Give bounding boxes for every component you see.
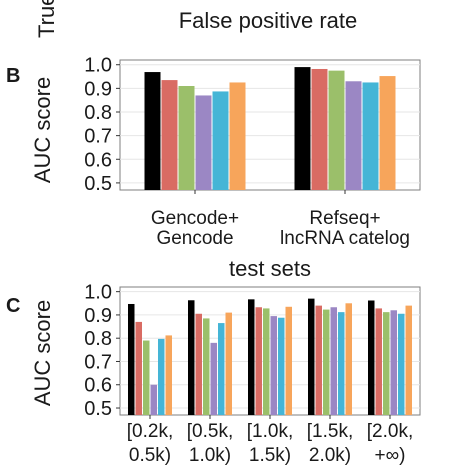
y-tick-label: 0.8: [84, 328, 112, 350]
x-tick-label-line: Gencode+: [151, 208, 239, 229]
bar: [330, 307, 337, 415]
x-tick-label-line: lncRNA catelog: [280, 228, 410, 249]
x-tick-label: [1.0k, 1.5k): [247, 421, 293, 466]
bar: [135, 321, 142, 415]
bar: [203, 318, 210, 415]
bar: [195, 313, 202, 415]
bar: [165, 335, 172, 415]
bar: [368, 300, 375, 415]
y-tick-label: 0.6: [84, 375, 112, 397]
x-tick-label-line: Gencode: [156, 228, 233, 249]
bar: [144, 72, 161, 190]
x-tick-label-line: 2.0k): [309, 445, 351, 466]
x-tick-label-line: [1.0k,: [247, 421, 293, 442]
bar: [405, 305, 412, 415]
bar: [362, 82, 379, 190]
bar: [270, 316, 277, 415]
bar: [308, 298, 315, 415]
bar: [398, 313, 405, 415]
x-tick-label-line: [0.2k,: [127, 421, 173, 442]
x-tick-label: [1.5k, 2.0k): [307, 421, 353, 466]
bar: [345, 303, 352, 415]
bar: [158, 338, 165, 415]
bar: [178, 86, 195, 190]
panel-c-plot-area: [119, 286, 421, 416]
bar: [338, 312, 345, 415]
bar: [311, 68, 328, 190]
y-tick-label: 0.5: [84, 398, 112, 420]
x-tick-label-line: [2.0k,: [367, 421, 413, 442]
bar: [390, 310, 397, 415]
bar: [218, 323, 225, 415]
panel-c-x-ticks: [0.2k, 0.5k) [0.5k, 1.0k) [1.0k, 1.5k) [1.5k, 2…: [127, 415, 413, 466]
x-tick-label: [2.0k, +∞): [367, 421, 413, 466]
bar: [345, 81, 362, 190]
x-tick-label: [0.5k, 1.0k): [187, 421, 233, 466]
bar: [212, 91, 229, 190]
bar: [375, 308, 382, 415]
x-tick-label-line: Refseq+: [309, 208, 380, 229]
x-tick-label-line: [0.5k,: [187, 421, 233, 442]
panel-b-y-axis-label: AUC score: [30, 77, 55, 183]
bar: [210, 342, 217, 415]
panel-b-bars: [144, 67, 396, 190]
bar: [323, 309, 330, 415]
panel-b: B AUC score 1.00.90.80.70.60.5 Gencode+ G…: [6, 55, 421, 249]
panel-label-c: C: [6, 295, 20, 317]
y-tick-label: 0.8: [84, 102, 112, 124]
panel-title-c: test sets: [229, 256, 311, 281]
bar: [294, 67, 311, 190]
panel-c-bars: [128, 298, 412, 415]
y-tick-label: 1.0: [84, 282, 112, 304]
y-tick-label: 0.9: [84, 78, 112, 100]
bar: [248, 299, 255, 415]
y-tick-label: 1.0: [84, 55, 112, 77]
bar: [328, 70, 345, 190]
x-tick-label-line: [1.5k,: [307, 421, 353, 442]
x-tick-label-line: 1.0k): [189, 445, 231, 466]
bar: [255, 307, 262, 415]
x-tick-label-line: 0.5k): [129, 445, 171, 466]
x-tick-label-line: 1.5k): [249, 445, 291, 466]
panel-c: test sets C AUC score 1.00.90.80.70.60.5…: [6, 256, 421, 466]
bar: [383, 312, 390, 415]
bar: [225, 312, 232, 415]
y-tick-label: 0.7: [84, 126, 112, 148]
panel-label-b: B: [6, 65, 20, 87]
x-tick-label: [0.2k, 0.5k): [127, 421, 173, 466]
bar: [161, 80, 178, 190]
x-tick-label: Refseq+ lncRNA catelog: [280, 208, 410, 249]
y-tick-label: 0.7: [84, 351, 112, 373]
bar: [285, 306, 292, 415]
bar: [278, 317, 285, 415]
panel-b-y-ticks: 1.00.90.80.70.60.5: [84, 55, 120, 195]
panel-c-y-axis-label: AUC score: [30, 300, 55, 406]
bar: [229, 82, 246, 190]
y-tick-label: 0.9: [84, 305, 112, 327]
y-tick-label: 0.6: [84, 149, 112, 171]
bar: [379, 76, 396, 190]
panel-c-y-ticks: 1.00.90.80.70.60.5: [84, 282, 120, 420]
panel-b-x-ticks: Gencode+ Gencode Refseq+ lncRNA catelog: [151, 190, 410, 249]
x-tick-label: Gencode+ Gencode: [151, 208, 239, 249]
bar: [128, 303, 135, 415]
y-tick-label: 0.5: [84, 173, 112, 195]
bar: [143, 340, 150, 415]
bar: [315, 305, 322, 415]
bar: [150, 384, 157, 415]
top-xlabel: False positive rate: [179, 8, 358, 33]
bar: [263, 308, 270, 415]
bar: [195, 95, 212, 190]
x-tick-label-line: +∞): [375, 445, 406, 466]
bar: [188, 300, 195, 415]
top-ylabel-fragment: True: [34, 0, 59, 38]
